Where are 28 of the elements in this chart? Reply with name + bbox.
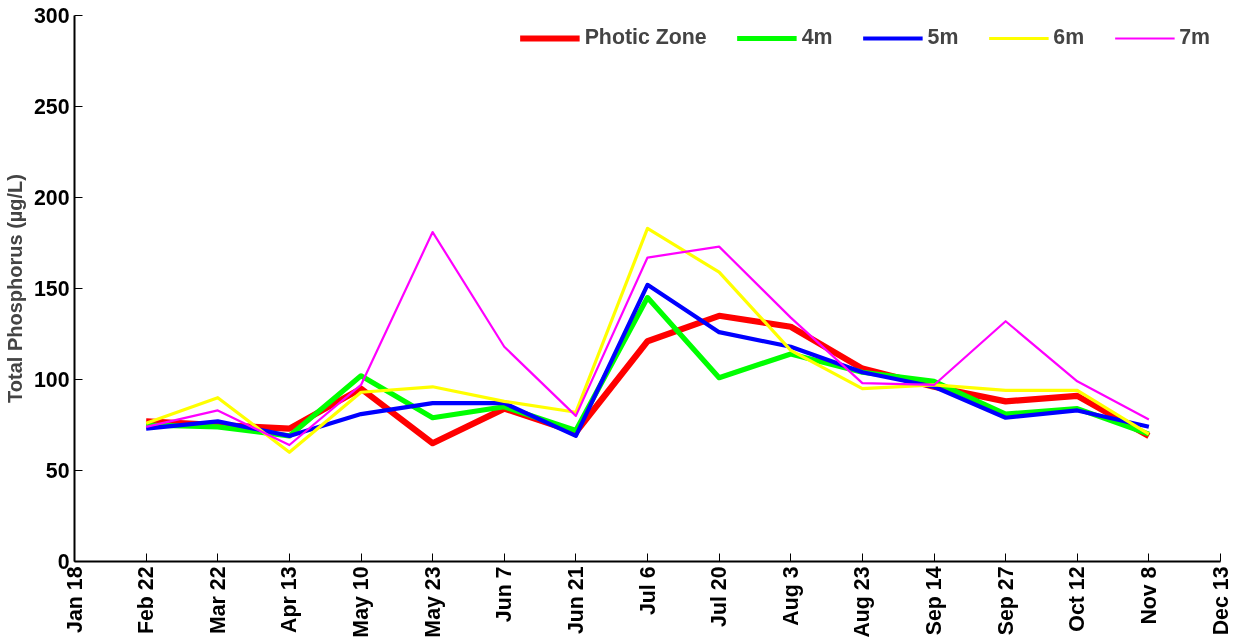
legend-label: 5m [927,25,959,50]
x-tick-label: Nov 8 [1136,566,1161,625]
x-tick-label: Apr 13 [277,566,302,633]
legend-label: 4m [801,25,833,50]
x-tick-label: Mar 22 [205,566,230,635]
y-tick-label: 50 [45,459,70,483]
y-tick-label: 100 [33,368,70,392]
x-tick-label: Dec 13 [1208,566,1233,636]
x-tick-label: Jul 20 [707,566,732,627]
x-tick-label: Aug 23 [850,566,875,638]
y-tick-label: 300 [33,4,70,28]
x-tick-label: May 10 [349,566,373,638]
y-axis-title: Total Phosphorus (µg/L) [3,174,26,403]
x-tick-label: Sep 27 [993,566,1018,636]
y-tick-label: 250 [33,95,70,119]
legend-label: 6m [1053,25,1085,50]
x-tick-label: Feb 22 [134,566,159,635]
x-tick-label: Sep 14 [922,566,946,636]
x-tick-label: Jul 6 [635,566,660,616]
x-tick-label: Jun 7 [492,566,517,623]
x-tick-label: Oct 12 [1065,566,1090,632]
x-tick-label: Aug 3 [778,566,803,626]
legend-label: Photic Zone [584,25,707,50]
x-tick-label: May 23 [420,566,445,638]
y-tick-label: 150 [33,277,70,301]
y-tick-label: 200 [33,186,70,210]
legend-label: 7m [1179,25,1210,50]
x-tick-label: Jun 21 [563,566,588,635]
